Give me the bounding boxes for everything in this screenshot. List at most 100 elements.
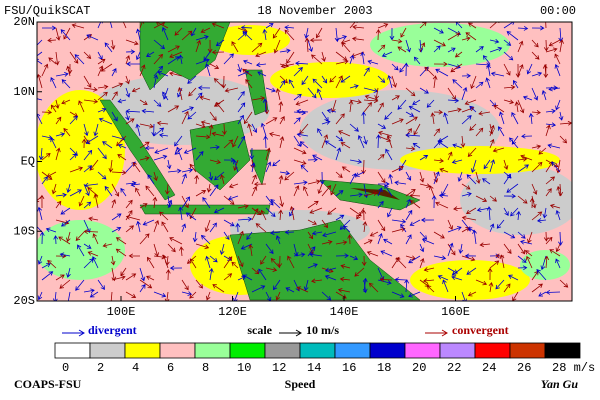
wind-vector: [250, 162, 256, 173]
wind-vector: [361, 111, 367, 125]
wind-vector: [162, 254, 169, 269]
wind-vector: [223, 256, 233, 269]
wind-vector: [83, 201, 92, 209]
wind-vector: [63, 127, 71, 137]
colorbar-tick-label: 18: [377, 361, 391, 375]
wind-vector: [510, 207, 519, 217]
wind-vector: [270, 230, 281, 236]
wind-vector: [41, 153, 51, 161]
wind-vector: [200, 234, 211, 245]
wind-vector: [531, 211, 543, 221]
wind-vector: [293, 185, 300, 197]
wind-vector: [369, 231, 379, 237]
wind-vector: [421, 238, 435, 245]
wind-vector: [202, 196, 211, 209]
wind-vector: [356, 207, 365, 220]
wind-vector: [41, 25, 57, 31]
wind-vector: [296, 108, 309, 114]
wind-vector: [111, 82, 124, 89]
wind-vector: [433, 171, 440, 185]
wind-vector: [439, 167, 449, 173]
wind-vector: [125, 273, 137, 281]
wind-vector: [549, 249, 561, 257]
wind-vector: [489, 46, 503, 53]
wind-vector: [147, 174, 155, 185]
wind-vector: [520, 239, 533, 245]
legend-divergent: divergent: [88, 323, 137, 337]
wind-vector: [299, 141, 309, 149]
wind-vector: [41, 176, 48, 185]
wind-vector: [200, 27, 211, 34]
wind-vector: [429, 185, 435, 197]
wind-vector: [419, 87, 429, 94]
wind-vector: [433, 61, 448, 67]
wind-vector: [433, 39, 446, 47]
wind-vector: [424, 66, 435, 77]
wind-vector: [324, 274, 337, 281]
wind-vector: [231, 41, 239, 53]
wind-vector: [466, 267, 477, 275]
colorbar-box: [159, 342, 196, 359]
wind-vector: [531, 144, 542, 150]
wind-vector: [403, 62, 409, 77]
wind-vector: [104, 42, 113, 53]
wind-vector: [83, 219, 91, 234]
wind-vector: [554, 53, 561, 65]
wind-vector: [419, 243, 425, 253]
wind-vector: [211, 131, 225, 137]
wind-vector: [321, 51, 326, 62]
wind-vector: [248, 244, 254, 257]
wind-vector: [340, 142, 351, 149]
wind-vector: [223, 139, 234, 149]
wind-vector: [233, 291, 239, 301]
wind-vector: [117, 143, 127, 149]
wind-vector: [242, 30, 253, 41]
wind-vector: [47, 259, 57, 269]
wind-vector: [125, 214, 141, 221]
wind-vector: [50, 104, 57, 113]
wind-vector: [486, 206, 492, 221]
wind-vector: [237, 230, 244, 245]
wind-vector: [194, 174, 200, 185]
wind-vector: [279, 116, 285, 125]
wind-vector: [493, 105, 505, 113]
wind-vector: [125, 39, 139, 46]
wind-vector: [165, 269, 171, 281]
wind-vector: [536, 218, 547, 223]
wind-vector: [384, 111, 393, 120]
wind-vector: [509, 137, 519, 149]
wind-vector: [269, 132, 281, 137]
wind-vector: [321, 240, 333, 245]
wind-vector: [433, 128, 440, 137]
wind-vector: [309, 207, 323, 214]
wind-vector: [391, 95, 400, 101]
wind-vector: [208, 171, 214, 181]
wind-vector: [335, 59, 349, 65]
wind-vector: [61, 99, 71, 105]
wind-vector: [517, 99, 525, 114]
wind-vector: [433, 255, 447, 261]
wind-vector: [526, 63, 533, 75]
wind-vector: [492, 147, 505, 153]
wind-vector: [543, 231, 549, 242]
wind-vector: [451, 267, 463, 276]
wind-vector: [419, 154, 429, 161]
wind-vector: [284, 29, 295, 41]
wind-vector: [275, 291, 281, 301]
wind-vector: [495, 279, 505, 290]
wind-vector: [214, 171, 225, 181]
wind-vector: [125, 209, 133, 221]
wind-vector: [195, 58, 210, 65]
wind-vector: [435, 68, 449, 77]
wind-vector: [75, 231, 85, 241]
wind-vector: [400, 27, 407, 38]
wind-vector: [375, 134, 381, 149]
wind-vector: [273, 279, 281, 291]
wind-vector: [293, 243, 299, 257]
wind-vector: [452, 143, 463, 149]
wind-vector: [527, 231, 533, 244]
wind-vector: [128, 253, 141, 259]
wind-vector: [293, 180, 308, 186]
wind-vector: [339, 219, 351, 230]
wind-vector: [242, 68, 253, 77]
